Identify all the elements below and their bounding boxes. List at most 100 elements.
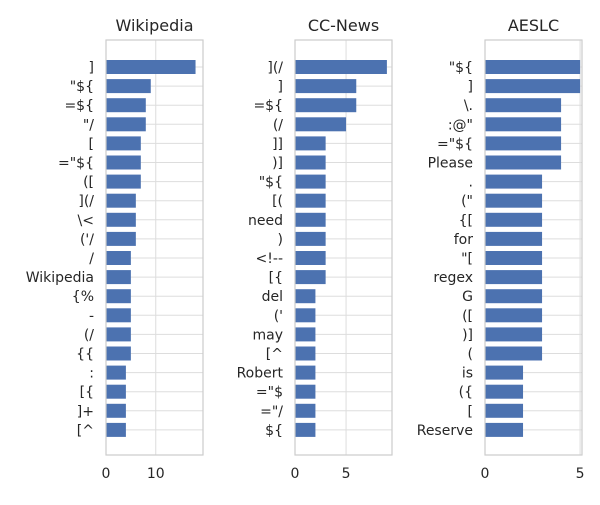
bar [295,308,316,323]
y-tick-label: G [462,289,473,305]
y-tick-label: [^ [266,347,283,363]
bar [106,251,131,265]
y-tick-label: ('/ [80,232,94,248]
bar [485,308,543,323]
bar [485,422,524,437]
y-tick-label: ="${ [437,136,473,152]
bar [485,365,524,380]
bar [106,155,141,170]
y-tick-label: ="$ [256,385,283,401]
bar [485,136,562,151]
bar [485,174,543,189]
x-tick-label: 5 [576,466,585,482]
y-tick-label: {{ [76,347,94,363]
y-tick-label: Reserve [417,423,473,439]
bar [485,193,543,208]
y-tick-label: (/ [273,117,283,133]
y-tick-label: ( [468,347,473,363]
y-tick-label: )] [272,156,283,172]
x-tick-label: 10 [147,466,165,482]
x-tick-label: 0 [291,466,300,482]
y-tick-label: \. [464,98,473,114]
panel-title: Wikipedia [115,16,193,35]
bar [106,98,146,113]
bar [295,270,326,285]
bar [295,155,326,170]
bar [295,136,326,151]
y-tick-label: (/ [84,327,94,343]
y-tick-label: ] [278,79,283,95]
y-tick-label: [( [272,194,283,210]
y-tick-label: {% [72,289,94,305]
y-tick-label: :@" [448,117,473,133]
bar [106,60,196,74]
y-tick-label: ${ [265,423,283,439]
bar [106,365,126,380]
y-tick-label: [{ [80,385,94,401]
bar [106,308,131,323]
bar [485,289,543,304]
y-tick-label: ="${ [58,156,94,172]
bar [295,365,316,380]
y-tick-label: {[ [459,213,473,229]
bar [485,403,524,418]
bar [485,231,543,246]
bar [106,231,136,246]
bar [295,422,316,437]
y-tick-label: [ [468,404,473,420]
bar [295,212,326,227]
y-tick-label: <!-- [256,251,283,267]
bar [295,79,357,94]
bar [485,384,524,399]
bar [485,60,581,74]
y-tick-label: "${ [449,60,473,76]
bar [106,174,141,189]
y-tick-label: ]] [272,136,283,152]
bar [106,403,126,418]
y-tick-label: ] [468,79,473,95]
panel-title: CC-News [308,16,379,35]
bar [295,346,316,361]
y-tick-label: ) [278,232,283,248]
bar [106,422,126,437]
y-tick-label: need [248,213,283,229]
y-tick-label: may [252,327,283,343]
y-tick-label: Wikipedia [26,270,94,286]
bar [485,346,543,361]
y-tick-label: - [89,308,94,324]
axis-frame [294,39,393,456]
bar [295,117,347,132]
y-tick-label: \< [78,213,94,229]
bar [295,403,316,418]
y-tick-label: : [89,366,94,382]
bar [295,98,357,113]
bar [295,289,316,304]
y-tick-label: ] [89,60,94,76]
x-tick-label: 0 [481,466,490,482]
bar [295,327,316,342]
y-tick-label: is [462,366,473,382]
bar [295,251,326,265]
y-tick-label: =${ [253,98,283,114]
y-tick-label: ([ [83,175,94,191]
bar [295,174,326,189]
y-tick-label: =${ [64,98,94,114]
y-tick-label: )] [462,327,473,343]
bar [485,98,562,113]
bar [106,327,131,342]
bar [106,346,131,361]
bar [485,251,543,265]
y-tick-label: . [469,175,473,191]
y-tick-label: "/ [83,117,94,133]
bar [106,212,136,227]
bar [485,212,543,227]
y-tick-label: ](/ [78,194,94,210]
y-tick-label: ]+ [77,404,94,420]
y-tick-label: ](/ [267,60,283,76]
y-tick-label: (" [461,194,473,210]
y-tick-label: Please [428,156,473,172]
y-tick-label: Robert [237,366,284,382]
panel-title: AESLC [508,16,559,35]
bar [106,289,131,304]
